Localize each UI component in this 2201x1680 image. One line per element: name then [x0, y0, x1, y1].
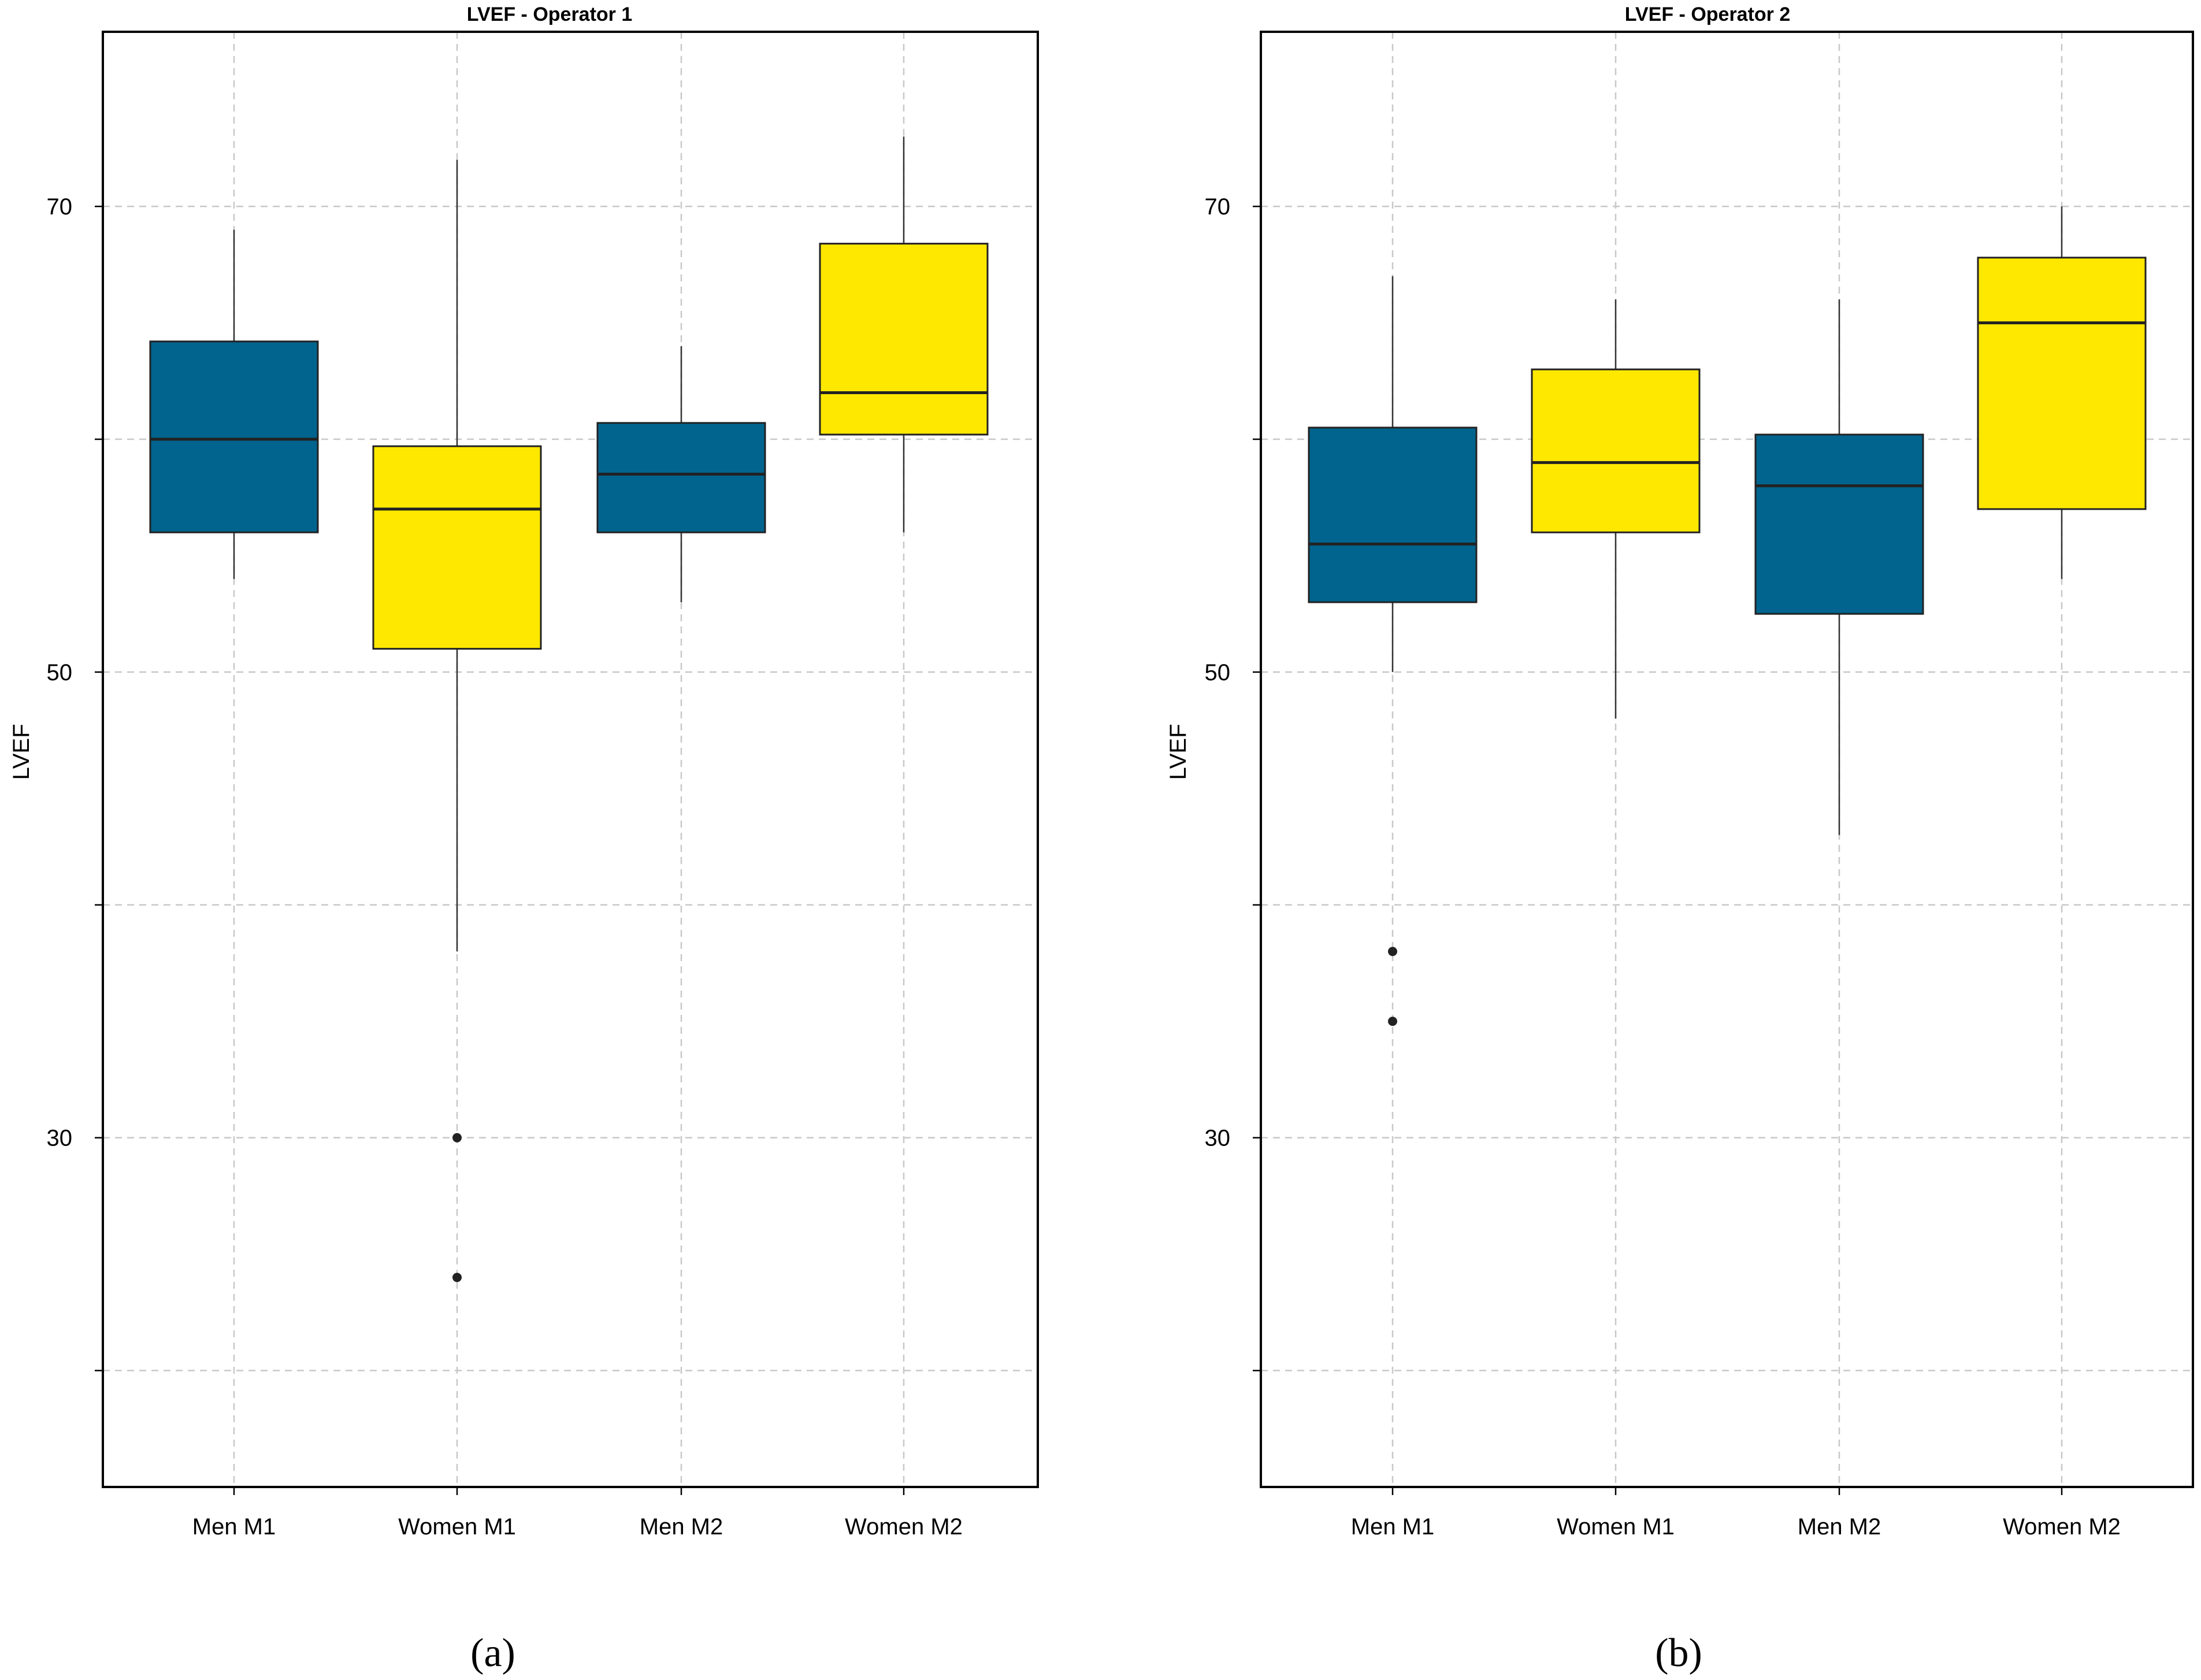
x-tick-label: Men M1: [192, 1514, 276, 1540]
panel-label-a: (a): [470, 1631, 515, 1675]
x-tick-label: Men M2: [1798, 1514, 1881, 1540]
box-men-m1: [149, 229, 319, 579]
box-men-m2: [1754, 299, 1924, 835]
x-tick-label: Men M1: [1351, 1514, 1435, 1540]
x-tick-label: Women M2: [845, 1514, 963, 1540]
outlier-point: [452, 1133, 462, 1143]
x-ticks: Men M1 Women M1 Men M2 Women M2: [192, 1487, 963, 1540]
box-women-m1: [372, 160, 542, 1282]
box-men-m2: [596, 346, 766, 603]
y-tick-label: 30: [47, 1126, 73, 1151]
x-tick-label: Men M2: [640, 1514, 723, 1540]
outlier-point: [1388, 947, 1397, 956]
plot-frame: [1260, 31, 2194, 1488]
y-tick-label: 70: [47, 194, 73, 220]
y-tick-label: 50: [1205, 660, 1231, 685]
panel-operator-2: LVEF - Operator 2 LVEF 70 50 30 Men M1 Wome…: [1166, 3, 2194, 1675]
outlier-point: [1388, 1017, 1397, 1026]
panel-operator-1: LVEF - Operator 1 LVEF 70 50 30 Men M1 Wome…: [9, 3, 1039, 1675]
panel-label-b: (b): [1655, 1631, 1702, 1675]
box-iqr: [819, 243, 989, 436]
box-iqr: [1308, 427, 1478, 603]
x-tick-label: Women M1: [1557, 1514, 1675, 1540]
y-axis-label: LVEF: [9, 724, 34, 780]
outlier-point: [452, 1273, 462, 1282]
boxes: [1308, 206, 2147, 1026]
y-tick-label: 70: [1205, 194, 1231, 220]
box-women-m2: [819, 136, 989, 533]
box-iqr: [1977, 257, 2147, 510]
box-iqr: [372, 445, 542, 650]
x-tick-label: Women M2: [2003, 1514, 2121, 1540]
x-tick-label: Women M1: [398, 1514, 516, 1540]
y-ticks: 70 50 30: [47, 194, 103, 1371]
chart-title: LVEF - Operator 1: [467, 3, 633, 25]
y-tick-label: 50: [47, 660, 73, 685]
box-women-m1: [1531, 299, 1701, 719]
box-iqr: [596, 422, 766, 533]
chart-title: LVEF - Operator 2: [1625, 3, 1791, 25]
gridlines: [103, 32, 1038, 1487]
plot-frame: [102, 31, 1039, 1488]
box-women-m2: [1977, 206, 2147, 579]
box-iqr: [149, 340, 319, 533]
box-men-m1: [1308, 276, 1478, 1026]
y-axis-label: LVEF: [1166, 724, 1191, 780]
box-iqr: [1531, 368, 1701, 533]
boxes: [149, 136, 989, 1282]
x-ticks: Men M1 Women M1 Men M2 Women M2: [1351, 1487, 2121, 1540]
y-tick-label: 30: [1205, 1126, 1231, 1151]
box-iqr: [1754, 433, 1924, 615]
y-ticks: 70 50 30: [1205, 194, 1261, 1371]
